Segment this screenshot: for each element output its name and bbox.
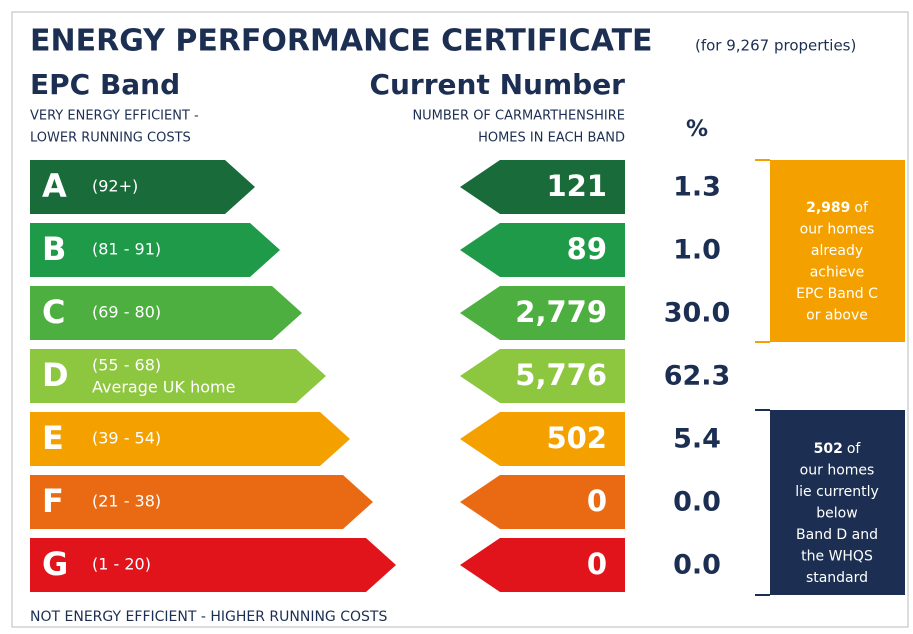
callout-text: of: [854, 200, 869, 216]
percent-heading: %: [686, 117, 708, 142]
callout-text: of: [847, 441, 862, 457]
band-range: (1 - 20): [92, 555, 151, 574]
percent: 1.0: [673, 235, 721, 266]
count: 121: [546, 169, 607, 203]
band-arrow: [30, 412, 350, 466]
count-arrow: [460, 475, 625, 529]
callout-line: 2,989 of: [806, 200, 869, 216]
percent: 5.4: [673, 424, 721, 455]
band-note: LOWER RUNNING COSTS: [30, 131, 191, 146]
count: 0: [587, 547, 607, 581]
band-letter: G: [42, 545, 68, 583]
count-arrow: [460, 223, 625, 277]
count: 89: [567, 232, 607, 266]
band-note: Average UK home: [92, 378, 235, 397]
bracket: [755, 409, 770, 596]
callout-number: 502: [814, 441, 843, 457]
bands: A (92+) 121 1.3 B (81 - 91) 89 1.0 C (69 - 80) 2,7…: [30, 160, 730, 592]
subtitle: (for 9,267 properties): [695, 37, 856, 55]
callout-line: standard: [806, 570, 868, 586]
callout-line: our homes: [800, 462, 875, 478]
band-arrow: [30, 223, 280, 277]
band-letter: F: [42, 482, 64, 520]
callout-line: already: [811, 243, 863, 259]
percent: 0.0: [673, 550, 721, 581]
band-note: VERY ENERGY EFFICIENT -: [30, 109, 199, 124]
percent: 62.3: [664, 361, 731, 392]
callout-line: our homes: [800, 222, 875, 238]
callout-box: [770, 410, 905, 595]
percent: 30.0: [664, 298, 731, 329]
band-arrow: [30, 475, 373, 529]
callout-line: Band D and: [796, 527, 878, 543]
band-arrow: [30, 349, 326, 403]
callout-line: lie currently: [795, 484, 879, 500]
number-note: NUMBER OF CARMARTHENSHIRE: [412, 109, 625, 124]
count: 502: [546, 421, 607, 455]
band-range: (39 - 54): [92, 429, 161, 448]
band-range: (92+): [92, 177, 138, 196]
callout-line: 502 of: [814, 441, 862, 457]
bracket: [755, 159, 770, 343]
count: 5,776: [515, 358, 607, 392]
count-arrow: [460, 160, 625, 214]
band-range: (21 - 38): [92, 492, 161, 511]
count-arrow: [460, 412, 625, 466]
callout-line: or above: [806, 308, 868, 324]
callout-line: the WHQS: [801, 548, 873, 564]
band-range: (69 - 80): [92, 303, 161, 322]
count: 2,779: [515, 295, 607, 329]
title: ENERGY PERFORMANCE CERTIFICATE: [30, 24, 653, 59]
callout-line: below: [816, 505, 857, 521]
band-arrow: [30, 160, 255, 214]
band-arrow: [30, 538, 396, 592]
callout-box: [770, 160, 905, 342]
number-note: HOMES IN EACH BAND: [478, 131, 625, 146]
band-range: (81 - 91): [92, 240, 161, 259]
band-arrow: [30, 286, 302, 340]
band-letter: C: [42, 293, 65, 331]
band-range: (55 - 68): [92, 356, 161, 375]
footer: NOT ENERGY EFFICIENT - HIGHER RUNNING CO…: [30, 609, 387, 625]
band-letter: D: [42, 356, 69, 394]
callout-line: EPC Band C: [796, 286, 878, 302]
band-heading: EPC Band: [30, 68, 180, 101]
count: 0: [587, 484, 607, 518]
band-letter: A: [42, 167, 67, 205]
percent: 1.3: [673, 172, 721, 203]
callout-line: achieve: [810, 265, 865, 281]
band-letter: E: [42, 419, 64, 457]
callout-number: 2,989: [806, 200, 850, 216]
number-heading: Current Number: [369, 68, 625, 101]
count-arrow: [460, 286, 625, 340]
percent: 0.0: [673, 487, 721, 518]
count-arrow: [460, 349, 625, 403]
band-letter: B: [42, 230, 66, 268]
count-arrow: [460, 538, 625, 592]
